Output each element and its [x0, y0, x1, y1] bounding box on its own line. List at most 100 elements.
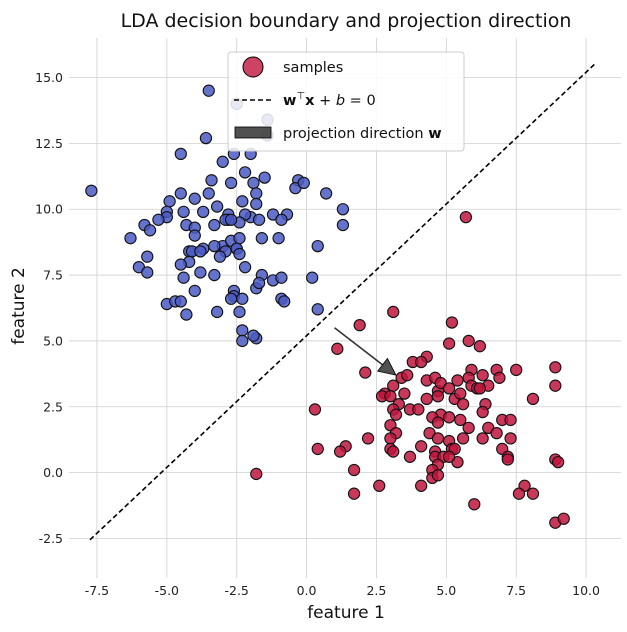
data-point-class-0: [319, 187, 333, 200]
data-point-class-0: [236, 195, 249, 208]
data-point-class-0: [247, 176, 260, 190]
data-point-class-0: [141, 266, 154, 279]
y-tick-label: 5.0: [43, 333, 63, 348]
y-tick-label: 2.5: [43, 399, 63, 414]
data-point-class-0: [197, 205, 210, 219]
x-tick-label: 0.0: [297, 583, 317, 598]
y-tick-label: 12.5: [35, 136, 63, 151]
data-point-class-0: [233, 305, 246, 319]
points-class-1: [250, 210, 570, 529]
data-point-class-1: [311, 442, 324, 456]
data-point-class-1: [454, 413, 467, 427]
data-point-class-0: [205, 174, 218, 187]
x-tick-label: 10.0: [572, 583, 600, 598]
data-point-class-0: [174, 187, 187, 200]
data-point-class-0: [213, 250, 227, 263]
y-tick-label: 0.0: [43, 465, 63, 480]
data-point-class-1: [462, 334, 475, 348]
data-point-class-0: [311, 303, 324, 316]
legend-box: [227, 51, 465, 152]
data-point-class-0: [224, 292, 238, 305]
data-point-class-0: [275, 271, 288, 284]
decision-boundary-line: [89, 63, 595, 541]
x-tick-labels: -7.5 -5.0 -2.5 0.0 2.5 5.0 7.5 10.0: [85, 583, 600, 598]
data-point-class-1: [401, 369, 414, 382]
data-point-class-1: [431, 390, 445, 403]
data-point-class-1: [459, 210, 473, 224]
data-point-class-0: [297, 176, 310, 190]
data-point-class-0: [188, 284, 201, 298]
data-point-class-1: [331, 342, 344, 355]
data-point-class-1: [250, 467, 263, 481]
legend-marker-samples: [242, 56, 264, 78]
data-point-class-1: [387, 305, 400, 319]
data-point-class-0: [311, 239, 324, 253]
data-point-class-0: [85, 184, 98, 197]
data-point-class-1: [490, 426, 503, 440]
data-point-class-1: [387, 445, 400, 458]
data-point-class-0: [143, 224, 157, 237]
data-point-class-1: [493, 371, 506, 384]
data-point-class-1: [462, 421, 475, 435]
data-point-class-1: [361, 432, 375, 445]
data-point-class-1: [549, 361, 562, 374]
data-point-class-0: [202, 84, 215, 97]
data-point-class-1: [557, 512, 570, 525]
projection-arrow: [334, 327, 397, 376]
data-point-class-0: [238, 261, 252, 274]
data-point-class-0: [252, 276, 266, 290]
data-point-class-0: [250, 187, 263, 200]
data-point-class-0: [250, 197, 263, 211]
data-point-class-0: [336, 218, 350, 232]
data-point-class-1: [501, 453, 514, 466]
data-point-class-0: [233, 232, 246, 245]
data-point-class-0: [278, 295, 291, 308]
data-point-class-1: [347, 487, 361, 500]
legend-marker-direction: [234, 126, 272, 139]
data-point-class-1: [431, 469, 445, 482]
chart-title: LDA decision boundary and projection dir…: [121, 10, 572, 32]
data-point-class-0: [252, 213, 266, 226]
data-point-class-0: [174, 295, 187, 308]
y-tick-label: 15.0: [35, 70, 63, 85]
data-point-class-1: [549, 379, 562, 392]
data-point-class-0: [306, 271, 319, 284]
data-point-class-1: [456, 397, 470, 411]
data-point-class-1: [415, 440, 428, 453]
data-point-class-1: [308, 403, 322, 416]
y-tick-labels: -2.5 0.0 2.5 5.0 7.5 10.0 12.5 15.0: [35, 70, 63, 546]
data-point-class-0: [124, 232, 137, 245]
data-point-class-0: [163, 195, 176, 208]
data-point-class-0: [194, 266, 207, 279]
data-point-class-0: [177, 271, 190, 284]
data-point-class-1: [353, 318, 366, 332]
data-point-class-1: [431, 416, 445, 429]
data-point-class-0: [247, 329, 260, 342]
data-point-class-0: [208, 239, 221, 253]
data-point-class-0: [216, 155, 229, 168]
legend-label-direction: projection direction w: [283, 126, 442, 142]
data-point-class-0: [224, 213, 238, 226]
legend-label-samples: samples: [283, 60, 343, 76]
y-tick-label: 10.0: [35, 202, 63, 217]
data-point-class-0: [272, 232, 285, 245]
data-point-class-1: [510, 363, 523, 377]
data-point-class-0: [152, 213, 165, 226]
data-point-class-0: [210, 305, 224, 319]
data-point-class-1: [476, 405, 489, 419]
data-point-class-0: [210, 200, 224, 213]
data-point-class-1: [415, 355, 428, 369]
data-point-class-1: [420, 392, 433, 406]
y-axis-label: feature 2: [9, 267, 29, 345]
data-point-class-0: [224, 176, 238, 190]
legend: samples w⊤x + b = 0 projection direction…: [227, 51, 465, 152]
data-point-class-1: [445, 316, 459, 329]
data-point-class-1: [442, 411, 456, 424]
data-point-class-1: [384, 390, 397, 403]
data-point-class-1: [504, 432, 517, 445]
legend-label-boundary: w⊤x + b = 0: [283, 91, 376, 109]
data-point-class-0: [275, 213, 288, 226]
data-point-class-0: [194, 245, 207, 258]
points-class-0: [85, 84, 350, 348]
projection-arrow-head: [376, 357, 397, 376]
